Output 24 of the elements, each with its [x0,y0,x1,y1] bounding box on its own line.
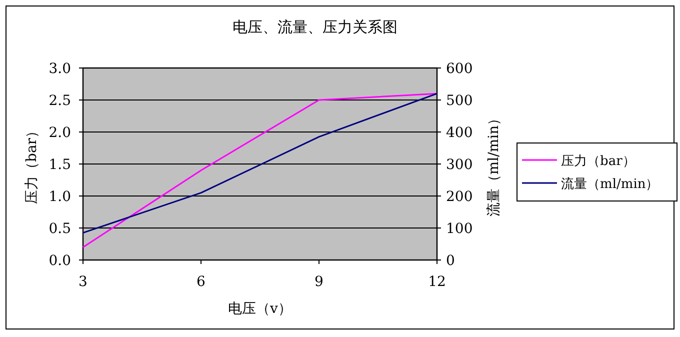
y-tick-label: 2.5 [48,93,71,109]
x-tick-label: 6 [196,274,206,290]
y2-tick-label: 600 [446,61,473,77]
y-tick-label: 1.0 [48,189,71,205]
y-tick-label: 0.0 [48,253,71,269]
legend-label: 压力（bar） [561,154,636,169]
legend-label: 流量（ml/min） [561,176,659,192]
x-tick-label: 3 [78,274,88,290]
x-tick-label: 12 [428,274,446,290]
y2-tick-label: 100 [446,221,473,237]
y-tick-label: 0.5 [48,221,71,237]
y2-tick-label: 0 [446,253,455,269]
x-axis-title: 电压（v） [228,301,292,317]
x-tick-label: 9 [314,274,324,290]
y-tick-label: 2.0 [48,125,71,141]
y2-tick-label: 400 [446,125,473,141]
y-tick-label: 1.5 [48,157,71,173]
y2-tick-label: 200 [446,189,473,205]
y2-tick-label: 300 [446,157,473,173]
y-tick-label: 3.0 [48,61,71,77]
y2-tick-label: 500 [446,93,473,109]
y-axis-title: 压力（bar） [24,124,40,204]
chart-title: 电压、流量、压力关系图 [232,18,398,36]
y2-axis-title: 流量（ml/min） [486,111,502,217]
